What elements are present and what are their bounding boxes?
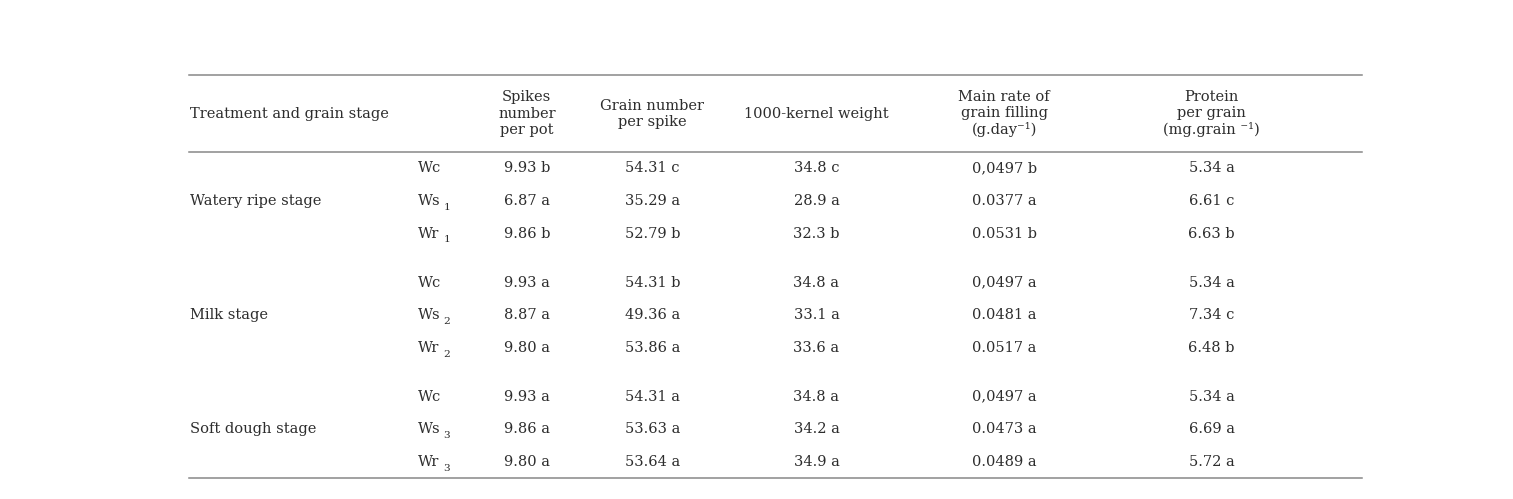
Text: 35.29 a: 35.29 a (625, 194, 679, 208)
Text: 2: 2 (443, 349, 451, 358)
Text: Wc: Wc (418, 390, 440, 404)
Text: 53.64 a: 53.64 a (625, 455, 679, 469)
Text: 32.3 b: 32.3 b (793, 227, 840, 241)
Text: 6.69 a: 6.69 a (1189, 422, 1235, 436)
Text: Wr: Wr (418, 227, 439, 241)
Text: 9.86 b: 9.86 b (504, 227, 551, 241)
Text: 0.0517 a: 0.0517 a (971, 341, 1036, 355)
Text: Spikes
number
per pot: Spikes number per pot (498, 90, 555, 137)
Text: 54.31 c: 54.31 c (625, 161, 679, 176)
Text: 54.31 a: 54.31 a (625, 390, 679, 404)
Text: Ws: Ws (418, 422, 440, 436)
Text: 53.86 a: 53.86 a (625, 341, 679, 355)
Text: 0.0531 b: 0.0531 b (971, 227, 1036, 241)
Text: 9.80 a: 9.80 a (504, 455, 549, 469)
Text: 5.34 a: 5.34 a (1189, 161, 1235, 176)
Text: 33.1 a: 33.1 a (793, 308, 840, 322)
Text: 0.0489 a: 0.0489 a (971, 455, 1036, 469)
Text: 54.31 b: 54.31 b (625, 275, 679, 289)
Text: 9.86 a: 9.86 a (504, 422, 549, 436)
Text: Ws: Ws (418, 194, 440, 208)
Text: 0,0497 a: 0,0497 a (971, 390, 1036, 404)
Text: 9.93 a: 9.93 a (504, 390, 549, 404)
Text: Wr: Wr (418, 341, 439, 355)
Text: 1: 1 (443, 236, 451, 245)
Text: 0.0473 a: 0.0473 a (971, 422, 1036, 436)
Text: 9.93 a: 9.93 a (504, 275, 549, 289)
Text: 6.48 b: 6.48 b (1188, 341, 1235, 355)
Text: 6.87 a: 6.87 a (504, 194, 549, 208)
Text: Main rate of
grain filling
(g.day⁻¹): Main rate of grain filling (g.day⁻¹) (958, 90, 1050, 137)
Text: Milk stage: Milk stage (191, 308, 268, 322)
Text: 6.63 b: 6.63 b (1188, 227, 1235, 241)
Text: 0,0497 b: 0,0497 b (971, 161, 1036, 176)
Text: Watery ripe stage: Watery ripe stage (191, 194, 322, 208)
Text: 5.34 a: 5.34 a (1189, 275, 1235, 289)
Text: Protein
per grain
(mg.grain ⁻¹): Protein per grain (mg.grain ⁻¹) (1163, 90, 1260, 137)
Text: 34.8 a: 34.8 a (793, 275, 840, 289)
Text: Wr: Wr (418, 455, 439, 469)
Text: 5.72 a: 5.72 a (1189, 455, 1235, 469)
Text: 34.8 a: 34.8 a (793, 390, 840, 404)
Text: 1: 1 (443, 203, 451, 212)
Text: 34.2 a: 34.2 a (793, 422, 840, 436)
Text: Wc: Wc (418, 161, 440, 176)
Text: 34.9 a: 34.9 a (793, 455, 840, 469)
Text: 33.6 a: 33.6 a (793, 341, 840, 355)
Text: 28.9 a: 28.9 a (793, 194, 840, 208)
Text: 5.34 a: 5.34 a (1189, 390, 1235, 404)
Text: 0.0377 a: 0.0377 a (971, 194, 1036, 208)
Text: 3: 3 (443, 464, 451, 473)
Text: Grain number
per spike: Grain number per spike (601, 99, 704, 129)
Text: 49.36 a: 49.36 a (625, 308, 679, 322)
Text: 53.63 a: 53.63 a (625, 422, 679, 436)
Text: Soft dough stage: Soft dough stage (191, 422, 316, 436)
Text: 8.87 a: 8.87 a (504, 308, 549, 322)
Text: 2: 2 (443, 317, 451, 326)
Text: 0.0481 a: 0.0481 a (971, 308, 1036, 322)
Text: Treatment and grain stage: Treatment and grain stage (191, 107, 389, 121)
Text: 7.34 c: 7.34 c (1189, 308, 1235, 322)
Text: 0,0497 a: 0,0497 a (971, 275, 1036, 289)
Text: 6.61 c: 6.61 c (1189, 194, 1235, 208)
Text: 9.80 a: 9.80 a (504, 341, 549, 355)
Text: Ws: Ws (418, 308, 440, 322)
Text: 1000-kernel weight: 1000-kernel weight (744, 107, 888, 121)
Text: 34.8 c: 34.8 c (794, 161, 840, 176)
Text: 52.79 b: 52.79 b (625, 227, 679, 241)
Text: 3: 3 (443, 431, 451, 440)
Text: Wc: Wc (418, 275, 440, 289)
Text: 9.93 b: 9.93 b (504, 161, 551, 176)
